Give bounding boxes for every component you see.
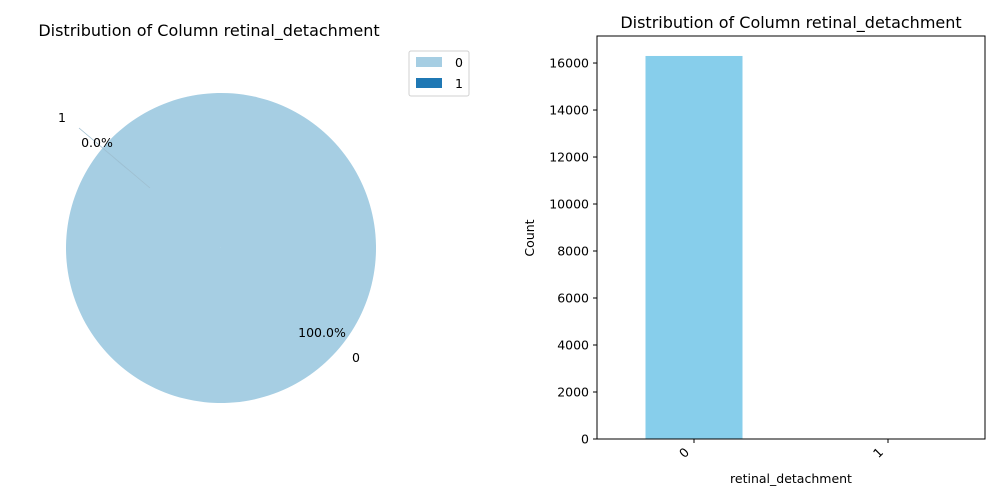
y-tick-label: 10000 <box>549 197 589 212</box>
pie-label-0: 0 <box>352 350 360 365</box>
pie-pct-0: 100.0% <box>298 325 346 340</box>
bar-title: Distribution of Column retinal_detachmen… <box>620 13 961 33</box>
x-axis-label: retinal_detachment <box>730 471 852 486</box>
y-tick-label: 2000 <box>557 385 589 400</box>
bar-marks <box>645 55 937 440</box>
pie-pct-1: 0.0% <box>81 135 113 150</box>
plot-frame <box>596 35 986 440</box>
bar-chart: Distribution of Column retinal_detachmen… <box>522 13 986 486</box>
legend-swatch-1 <box>416 78 442 88</box>
legend-label-0: 0 <box>455 55 463 70</box>
pie-leader-line <box>78 127 151 189</box>
y-axis-label: Count <box>522 219 537 256</box>
y-tick-label: 16000 <box>549 56 589 71</box>
y-axis-ticks: 0 2000 4000 6000 8000 10000 12000 14000 16000 <box>549 56 597 447</box>
y-tick-label: 14000 <box>549 103 589 118</box>
y-tick-label: 6000 <box>557 291 589 306</box>
pie-slice-0 <box>66 92 377 403</box>
pie-legend: 0 1 <box>408 50 470 97</box>
y-tick-label: 8000 <box>557 244 589 259</box>
y-tick-label: 0 <box>581 432 589 447</box>
bar-0 <box>645 55 743 440</box>
pie-label-1: 1 <box>58 110 66 125</box>
pie-title: Distribution of Column retinal_detachmen… <box>38 21 379 41</box>
legend-label-1: 1 <box>455 76 463 91</box>
pie-chart: Distribution of Column retinal_detachmen… <box>38 21 470 403</box>
y-tick-label: 4000 <box>557 338 589 353</box>
y-tick-label: 12000 <box>549 150 589 165</box>
legend-swatch-0 <box>416 57 442 67</box>
